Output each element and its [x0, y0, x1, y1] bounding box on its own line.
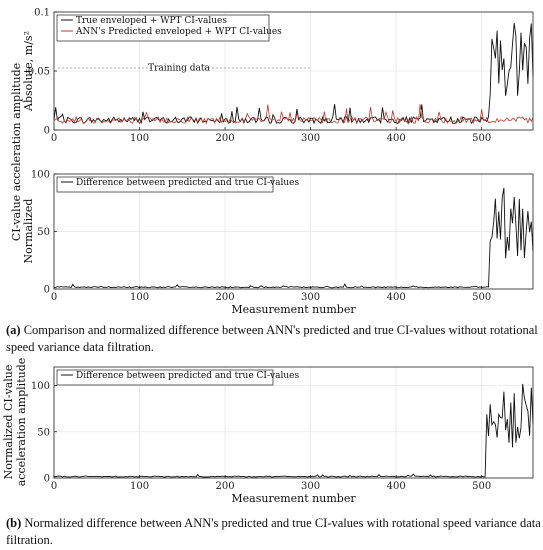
- y-axis-label-shared: CI-value acceleration amplitude: [10, 63, 23, 241]
- series-line-1: [53, 187, 534, 289]
- legend-entry: Difference between predicted and true CI…: [76, 371, 299, 381]
- x-tick-label: 100: [130, 133, 149, 144]
- y-tick-label: 0.1: [34, 8, 50, 19]
- x-tick-label: 400: [387, 481, 406, 492]
- x-tick-label: 100: [130, 481, 149, 492]
- x-axis-label: Measurement number: [231, 303, 356, 316]
- legend-entry: True enveloped + WPT CI-values: [76, 16, 227, 26]
- x-tick-label: 200: [216, 292, 235, 303]
- x-tick-label: 500: [472, 292, 491, 303]
- x-tick-label: 400: [387, 292, 406, 303]
- caption-b-text: Normalized difference between ANN's pred…: [6, 516, 541, 547]
- x-tick-label: 500: [472, 133, 491, 144]
- x-tick-label: 200: [216, 133, 235, 144]
- x-tick-label: 0: [51, 133, 57, 144]
- y-tick-label: 0: [44, 126, 50, 137]
- x-tick-label: 300: [301, 133, 320, 144]
- legend-entry: ANN's Predicted enveloped + WPT CI-value…: [75, 27, 282, 37]
- y-tick-label: 0: [44, 474, 50, 485]
- legend-box: [56, 14, 270, 42]
- y-axis-label-b-line1: Normalized CI-value: [2, 365, 15, 480]
- x-tick-label: 200: [216, 481, 235, 492]
- x-tick-label: 300: [301, 481, 320, 492]
- y-axis-label-top: Absolute, m/s²: [22, 31, 35, 112]
- x-axis-label: Measurement number: [231, 492, 356, 505]
- y-axis-label-b-line2: acceleration amplitude: [15, 358, 28, 487]
- x-tick-label: 400: [387, 133, 406, 144]
- x-tick-label: 300: [301, 292, 320, 303]
- plot-frame: [53, 366, 534, 479]
- caption-a: (a) Comparison and normalized difference…: [6, 322, 541, 355]
- series-line-2: [53, 104, 534, 125]
- y-tick-label: 50: [37, 227, 50, 238]
- y-tick-label: 100: [31, 381, 50, 392]
- series-line-1: [54, 383, 534, 478]
- y-tick-label: 0.05: [28, 67, 50, 78]
- legend-box: [56, 369, 274, 386]
- x-tick-label: 100: [130, 292, 149, 303]
- y-tick-label: 50: [37, 427, 50, 438]
- caption-b: (b) Normalized difference between ANN's …: [6, 515, 541, 548]
- annotation-label: Training data: [148, 64, 210, 74]
- caption-a-text: Comparison and normalized difference bet…: [6, 323, 538, 354]
- x-tick-label: 0: [51, 292, 57, 303]
- y-tick-label: 0: [44, 285, 50, 296]
- caption-a-label: (a): [6, 323, 21, 337]
- legend-box: [56, 176, 274, 193]
- caption-b-label: (b): [6, 516, 22, 530]
- x-tick-label: 500: [472, 481, 491, 492]
- x-tick-label: 0: [51, 481, 57, 492]
- y-axis-label-bottom: Normalized: [22, 199, 35, 264]
- legend-entry: Difference between predicted and true CI…: [76, 178, 299, 188]
- y-tick-label: 100: [31, 170, 50, 181]
